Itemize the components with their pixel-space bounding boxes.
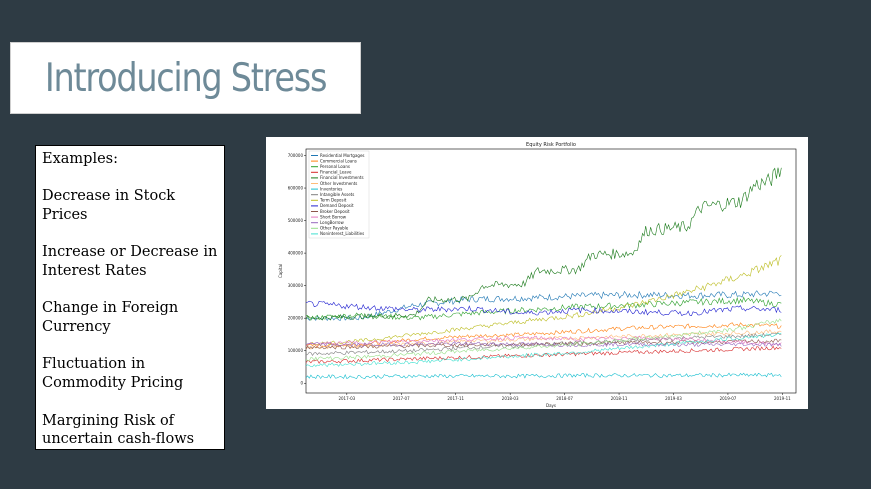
- slide-title: Introducing Stress: [44, 55, 328, 101]
- x-tick-label: 2018-07: [556, 396, 573, 401]
- series-line: [305, 296, 782, 321]
- y-axis-label: Capital: [278, 264, 283, 278]
- legend-label: LongBorrow: [320, 220, 344, 225]
- x-axis-label: Days: [546, 403, 556, 408]
- legend-label: Demand Deposit: [320, 203, 354, 208]
- x-tick-label: 2017-11: [447, 396, 464, 401]
- x-tick-label: 2019-03: [665, 396, 682, 401]
- examples-heading: Examples:: [42, 151, 118, 167]
- series-line: [305, 318, 782, 362]
- series-line: [305, 332, 782, 368]
- x-tick-label: 2017-03: [338, 396, 355, 401]
- y-tick-label: 0: [300, 381, 303, 386]
- legend-label: Other Payable: [320, 226, 349, 231]
- series-line: [305, 335, 782, 347]
- y-tick-label: 600000: [288, 186, 304, 191]
- legend-label: Commercial Loans: [320, 158, 357, 163]
- series-line: [305, 300, 782, 317]
- legend-label: Term Deposit: [319, 198, 347, 203]
- legend-label: Inventories: [320, 186, 342, 191]
- legend-label: Personal Loans: [320, 164, 350, 169]
- x-tick-label: 2018-11: [611, 396, 628, 401]
- series-line: [305, 322, 782, 348]
- plot-area: [305, 148, 797, 394]
- x-tick-label: 2017-07: [393, 396, 410, 401]
- legend-frame: [308, 150, 370, 239]
- examples-list: Examples: Decrease in Stock Prices Incre…: [35, 145, 225, 450]
- y-tick-label: 300000: [288, 283, 304, 288]
- equity-risk-chart: Equity Risk Portfolio 0 100000 200000 300000…: [278, 142, 797, 408]
- legend-label: Financial Investments: [320, 175, 364, 180]
- legend-label: Intangible Assets: [320, 192, 354, 197]
- series-line: [305, 167, 782, 321]
- y-tick-label: 400000: [288, 251, 304, 256]
- series-line: [305, 255, 782, 347]
- legend-label: Short Borrow: [320, 214, 347, 219]
- series-line: [305, 345, 782, 364]
- example-item: Fluctuation in Commodity Pricing: [42, 356, 184, 392]
- y-tick-label: 500000: [288, 218, 304, 223]
- example-item: Increase or Decrease in Interest Rates: [42, 244, 218, 279]
- legend-label: Other Investments: [320, 181, 357, 186]
- slide-title-box: Introducing Stress: [10, 42, 361, 114]
- legend-label: Broker Deposit: [320, 209, 350, 214]
- x-tick-label: 2019-07: [720, 396, 737, 401]
- y-tick-label: 700000: [288, 153, 304, 158]
- legend-label: Residential Mortgages: [320, 153, 365, 158]
- legend-label: Noninterest_Liabilities: [320, 231, 364, 236]
- series-line: [305, 290, 782, 322]
- y-tick-label: 100000: [288, 348, 304, 353]
- x-tick-label: 2018-03: [502, 396, 519, 401]
- series-line: [305, 338, 782, 350]
- chart-panel: Equity Risk Portfolio 0 100000 200000 300000…: [266, 137, 808, 409]
- series-line: [305, 329, 782, 350]
- y-tick-label: 200000: [288, 316, 304, 321]
- legend-label: Financial_Leave: [320, 170, 352, 175]
- x-tick-label: 2019-11: [774, 396, 791, 401]
- example-item: Decrease in Stock Prices: [42, 187, 176, 223]
- chart-title: Equity Risk Portfolio: [526, 142, 576, 148]
- series-line: [305, 372, 782, 380]
- example-item: Margining Risk of uncertain cash-flows: [42, 412, 195, 448]
- series-line: [305, 341, 782, 348]
- example-item: Change in Foreign Currency: [42, 300, 179, 336]
